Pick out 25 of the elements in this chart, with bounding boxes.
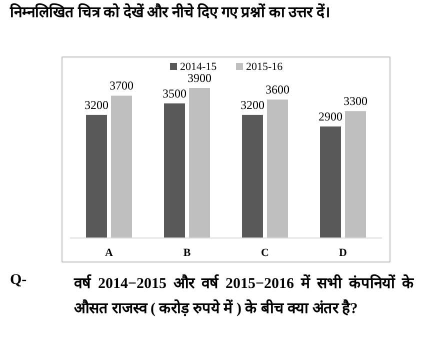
legend-label: 2014-15 — [180, 61, 218, 73]
chart-title: निम्नलिखित चित्र को देखें और नीचे दिए गए प्रश्नों का उत्तर दें। — [10, 2, 332, 23]
x-tick-label: A — [105, 247, 114, 259]
bar — [345, 111, 366, 238]
text: वर्ष 2014−2015 और वर्ष 2015−2016 में सभी कंपनियों के औसत राजस्व ( करोड़ रुपये में ) के बीच क्या अंतर है? — [74, 273, 414, 319]
x-tick-label: C — [261, 247, 270, 259]
legend-label: 2015-16 — [246, 61, 284, 73]
data-label: 3700 — [110, 78, 134, 93]
bar — [267, 100, 288, 238]
bar — [86, 114, 107, 238]
bar — [111, 96, 132, 238]
data-label: 3900 — [188, 71, 212, 85]
bar — [164, 103, 185, 238]
text: Q- — [10, 272, 27, 289]
data-label: 2900 — [318, 109, 342, 124]
x-tick-label: D — [339, 247, 348, 259]
x-tick-label: B — [183, 247, 192, 259]
data-label: 3600 — [266, 82, 290, 97]
bar — [189, 88, 210, 238]
bar — [320, 126, 341, 238]
bar — [242, 114, 263, 238]
data-label: 3200 — [240, 98, 264, 112]
data-label: 3500 — [162, 86, 186, 100]
data-label: 3300 — [344, 94, 368, 108]
data-label: 3200 — [84, 98, 108, 112]
